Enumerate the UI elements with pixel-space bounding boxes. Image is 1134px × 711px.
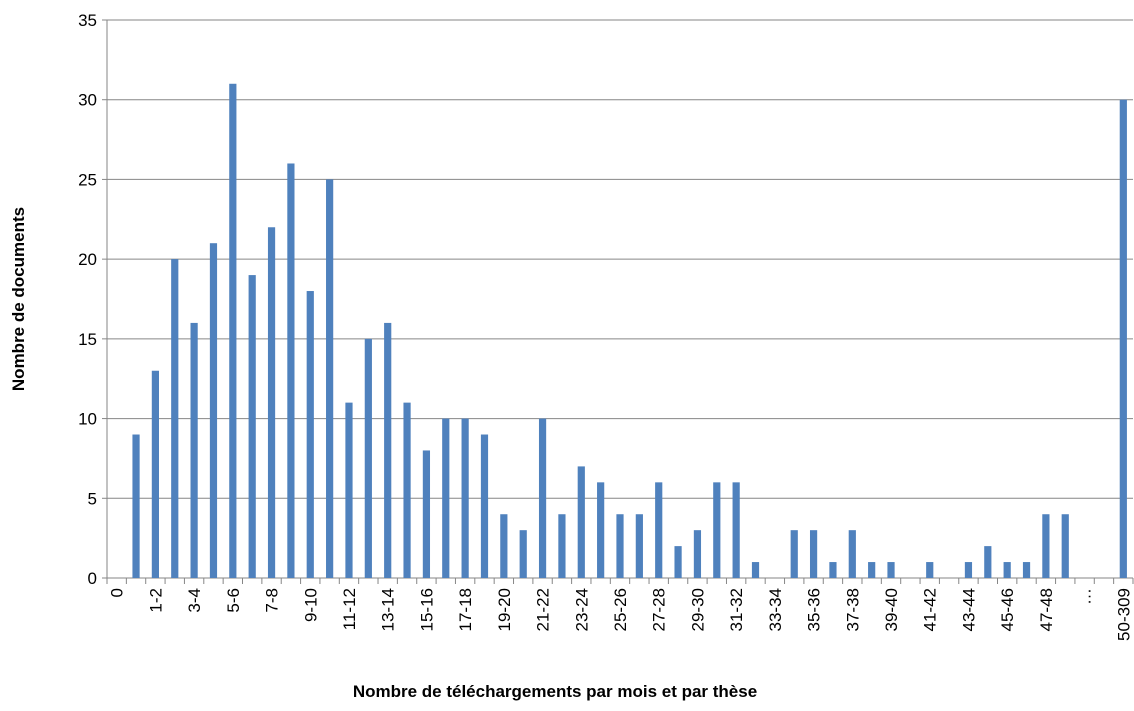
bar xyxy=(597,482,605,578)
x-tick-label: 17-18 xyxy=(456,588,475,631)
bar xyxy=(635,514,643,578)
bar xyxy=(732,482,740,578)
x-tick-label: 19-20 xyxy=(495,588,514,631)
bar xyxy=(151,370,159,578)
y-axis-title: Nombre de documents xyxy=(9,207,28,391)
x-tick-label: 3-4 xyxy=(185,588,204,613)
x-tick-label: 45-46 xyxy=(998,588,1017,631)
bar xyxy=(713,482,721,578)
x-tick-label: 11-12 xyxy=(340,588,359,630)
bar xyxy=(190,322,198,578)
x-axis-title: Nombre de téléchargements par mois et pa… xyxy=(353,682,757,701)
y-tick-label: 25 xyxy=(78,170,97,189)
x-tick-label: 15-16 xyxy=(417,588,436,631)
bar xyxy=(1061,514,1069,578)
x-tick-label: 21-22 xyxy=(534,588,553,631)
y-tick-label: 35 xyxy=(78,11,97,30)
bar xyxy=(790,530,798,578)
bar xyxy=(345,402,353,578)
y-tick-label: 15 xyxy=(78,330,97,349)
bar xyxy=(848,530,856,578)
bar xyxy=(674,546,682,578)
bar xyxy=(809,530,818,578)
x-tick-label: 25-26 xyxy=(611,588,630,631)
bar xyxy=(1119,99,1127,578)
bar xyxy=(306,291,314,578)
bar xyxy=(403,402,411,578)
x-tick-label: 43-44 xyxy=(959,588,978,631)
bar xyxy=(693,530,702,578)
bar xyxy=(171,259,179,578)
x-tick-label: 35-36 xyxy=(805,588,824,631)
bar xyxy=(461,418,469,578)
bar xyxy=(558,514,566,578)
bar xyxy=(1022,562,1031,578)
bar xyxy=(616,514,624,578)
bar xyxy=(132,434,140,578)
bar xyxy=(577,466,585,578)
x-tick-label: 37-38 xyxy=(843,588,862,631)
x-tick-label: 50-309 xyxy=(1114,588,1133,641)
x-tick-label: 27-28 xyxy=(650,588,669,631)
bar xyxy=(500,514,508,578)
bar xyxy=(984,546,992,578)
x-tick-label: 7-8 xyxy=(263,588,282,613)
bar xyxy=(384,322,392,578)
bar xyxy=(538,418,547,578)
bar xyxy=(480,434,489,578)
x-tick-label: 1-2 xyxy=(146,588,165,613)
x-tick-label: 23-24 xyxy=(572,588,591,631)
bar xyxy=(519,530,527,578)
bar xyxy=(248,275,256,578)
x-tick-label: 13-14 xyxy=(379,588,398,631)
x-tick-label: 39-40 xyxy=(882,588,901,631)
x-tick-label: 31-32 xyxy=(727,588,746,631)
bar xyxy=(229,83,237,579)
bar xyxy=(964,562,973,578)
bar xyxy=(209,243,218,578)
bar xyxy=(422,450,431,578)
bar xyxy=(1042,514,1050,578)
x-tick-label: 41-42 xyxy=(921,588,940,631)
bar xyxy=(751,562,760,578)
y-tick-label: 20 xyxy=(78,250,97,269)
x-tick-label: 29-30 xyxy=(688,588,707,631)
y-tick-label: 5 xyxy=(88,489,97,508)
x-tick-label: … xyxy=(1076,588,1095,605)
bar xyxy=(364,338,372,578)
x-tick-label: 33-34 xyxy=(766,588,785,631)
x-tick-label: 0 xyxy=(108,588,127,597)
bar xyxy=(868,562,876,578)
y-tick-label: 10 xyxy=(78,410,97,429)
bar xyxy=(287,163,295,578)
bar xyxy=(326,179,334,578)
x-tick-label: 47-48 xyxy=(1037,588,1056,631)
bar xyxy=(829,562,837,578)
bar xyxy=(887,562,895,578)
bar xyxy=(267,227,276,578)
bar xyxy=(655,482,663,578)
y-tick-label: 30 xyxy=(78,91,97,110)
bar xyxy=(1003,562,1011,578)
y-tick-label: 0 xyxy=(88,569,97,588)
x-tick-label: 5-6 xyxy=(224,588,243,613)
bar xyxy=(926,562,934,578)
bar xyxy=(442,418,450,578)
x-tick-label: 9-10 xyxy=(301,588,320,622)
